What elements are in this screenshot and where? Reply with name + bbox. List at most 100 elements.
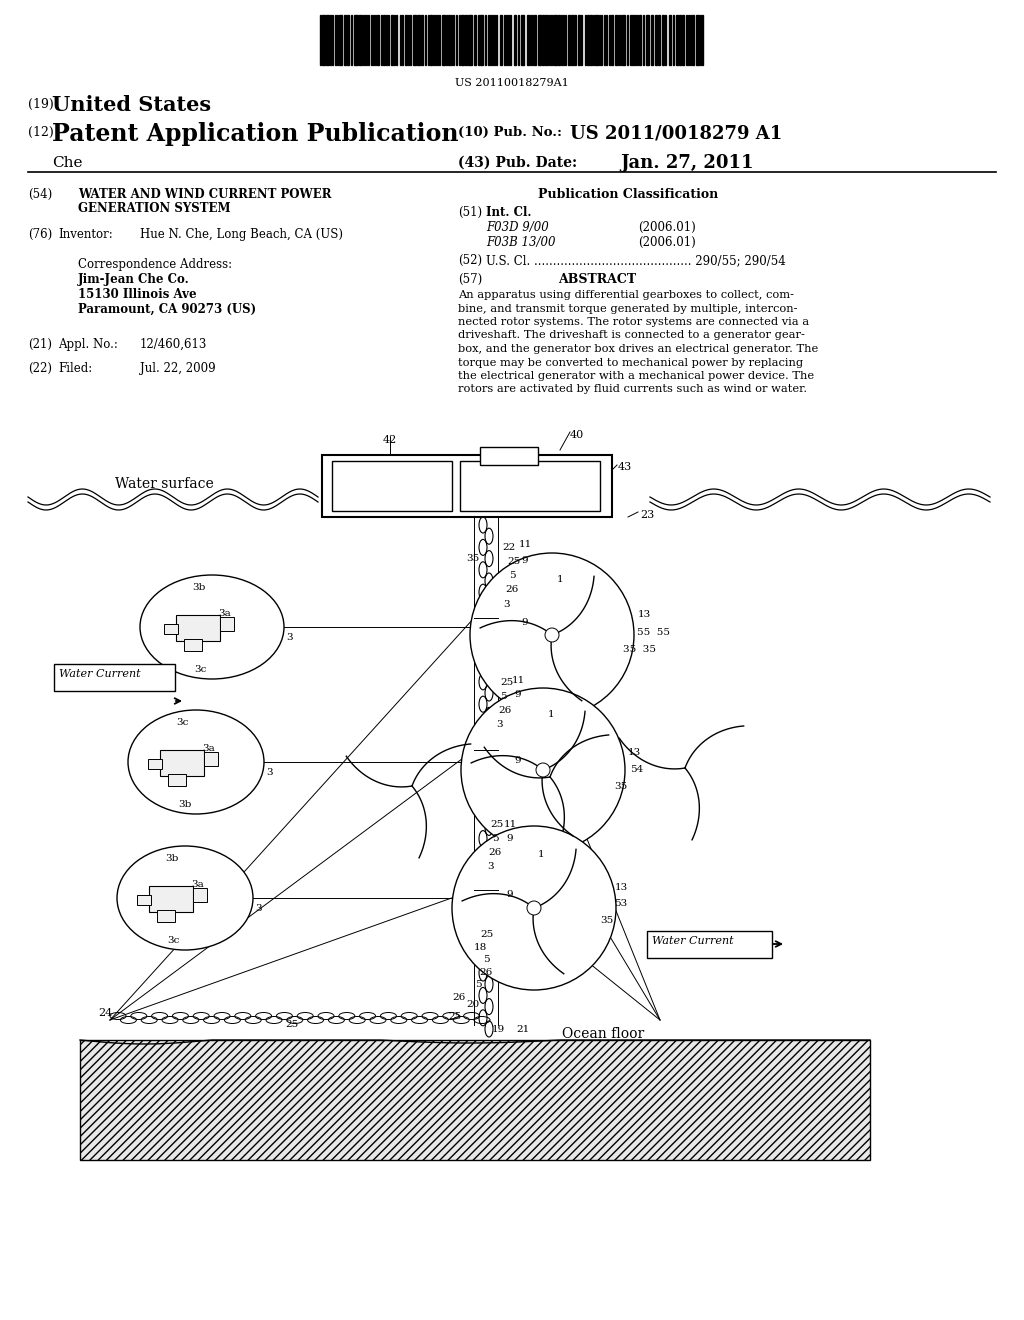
Bar (696, 15, 698, 65)
Bar (435, 15, 436, 65)
Bar (487, 15, 488, 65)
Text: Filed:: Filed: (58, 362, 92, 375)
Bar (439, 15, 440, 65)
Bar (371, 15, 372, 65)
Text: 26: 26 (479, 968, 493, 977)
Text: 25: 25 (507, 557, 520, 566)
Text: An apparatus using differential gearboxes to collect, com-: An apparatus using differential gearboxe… (458, 290, 794, 300)
Bar (339, 15, 342, 65)
Text: rotors are activated by fluid currents such as wind or water.: rotors are activated by fluid currents s… (458, 384, 807, 395)
FancyBboxPatch shape (646, 931, 771, 957)
Text: (19): (19) (28, 98, 53, 111)
Text: 3: 3 (487, 862, 494, 871)
Text: 9: 9 (521, 618, 527, 627)
Bar (441, 15, 444, 65)
Bar (630, 15, 631, 65)
Bar (489, 15, 492, 65)
Bar (679, 15, 681, 65)
Bar (460, 461, 600, 511)
Text: torque may be converted to mechanical power by replacing: torque may be converted to mechanical po… (458, 358, 803, 367)
Bar (332, 15, 333, 65)
Bar (545, 15, 547, 65)
Text: 20: 20 (466, 1001, 479, 1008)
Text: 13: 13 (615, 883, 629, 892)
Text: 26: 26 (505, 585, 518, 594)
Bar (157, 909, 175, 921)
Bar (635, 15, 636, 65)
Bar (606, 15, 607, 65)
Bar (514, 15, 516, 65)
Bar (651, 15, 653, 65)
Bar (381, 15, 382, 65)
Bar (404, 15, 408, 65)
Text: 3: 3 (255, 904, 261, 913)
Bar (587, 15, 589, 65)
Bar (484, 15, 485, 65)
Text: 23: 23 (640, 510, 654, 520)
Bar (388, 15, 389, 65)
Bar (386, 15, 387, 65)
Bar (639, 15, 641, 65)
Text: 5: 5 (475, 979, 481, 989)
Text: 35: 35 (466, 554, 479, 564)
Ellipse shape (117, 846, 253, 950)
Bar (354, 15, 357, 65)
Bar (409, 15, 410, 65)
Bar (688, 15, 689, 65)
Text: (2006.01): (2006.01) (638, 236, 695, 249)
Bar (529, 15, 530, 65)
Bar (500, 15, 502, 65)
Text: 42: 42 (383, 436, 397, 445)
Bar (383, 15, 385, 65)
Text: box, and the generator box drives an electrical generator. The: box, and the generator box drives an ele… (458, 345, 818, 354)
Text: 43: 43 (618, 462, 632, 473)
Bar (413, 15, 416, 65)
Bar (430, 15, 432, 65)
Text: 55  55: 55 55 (637, 628, 670, 638)
Bar (375, 15, 376, 65)
Bar (480, 447, 538, 465)
Text: 3: 3 (503, 601, 510, 609)
Text: Che: Che (52, 156, 83, 170)
Bar (327, 15, 329, 65)
Text: 26: 26 (498, 706, 511, 715)
Text: (51): (51) (458, 206, 482, 219)
Bar (568, 15, 569, 65)
Bar (637, 15, 638, 65)
Bar (164, 624, 178, 634)
Text: Water surface: Water surface (115, 477, 214, 491)
Text: 11: 11 (519, 540, 532, 549)
FancyBboxPatch shape (53, 664, 174, 690)
Bar (394, 15, 395, 65)
Bar (621, 15, 622, 65)
Text: 5: 5 (500, 692, 507, 701)
Text: US 20110018279A1: US 20110018279A1 (455, 78, 569, 88)
Bar (561, 15, 562, 65)
Bar (330, 15, 331, 65)
Bar (480, 15, 483, 65)
Text: (22): (22) (28, 362, 52, 375)
Bar (692, 15, 694, 65)
Text: Inventor:: Inventor: (58, 228, 113, 242)
Bar (599, 15, 600, 65)
Circle shape (545, 628, 559, 642)
Text: 13: 13 (638, 610, 651, 619)
Circle shape (452, 826, 616, 990)
Bar (646, 15, 649, 65)
Text: (76): (76) (28, 228, 52, 242)
Text: (52): (52) (458, 253, 482, 267)
Text: the electrical generator with a mechanical power device. The: the electrical generator with a mechanic… (458, 371, 814, 381)
Text: 1: 1 (557, 576, 563, 583)
Bar (391, 15, 393, 65)
Text: (12): (12) (28, 125, 53, 139)
Text: bine, and transmit torque generated by multiple, intercon-: bine, and transmit torque generated by m… (458, 304, 798, 314)
Text: 3c: 3c (167, 936, 179, 945)
Text: 9: 9 (514, 690, 520, 700)
Bar (461, 15, 464, 65)
Text: 5: 5 (509, 572, 516, 579)
Text: 5: 5 (483, 954, 489, 964)
Text: 25: 25 (500, 678, 513, 686)
Bar (623, 15, 626, 65)
Text: 53: 53 (614, 899, 628, 908)
Text: (10) Pub. No.:: (10) Pub. No.: (458, 125, 562, 139)
